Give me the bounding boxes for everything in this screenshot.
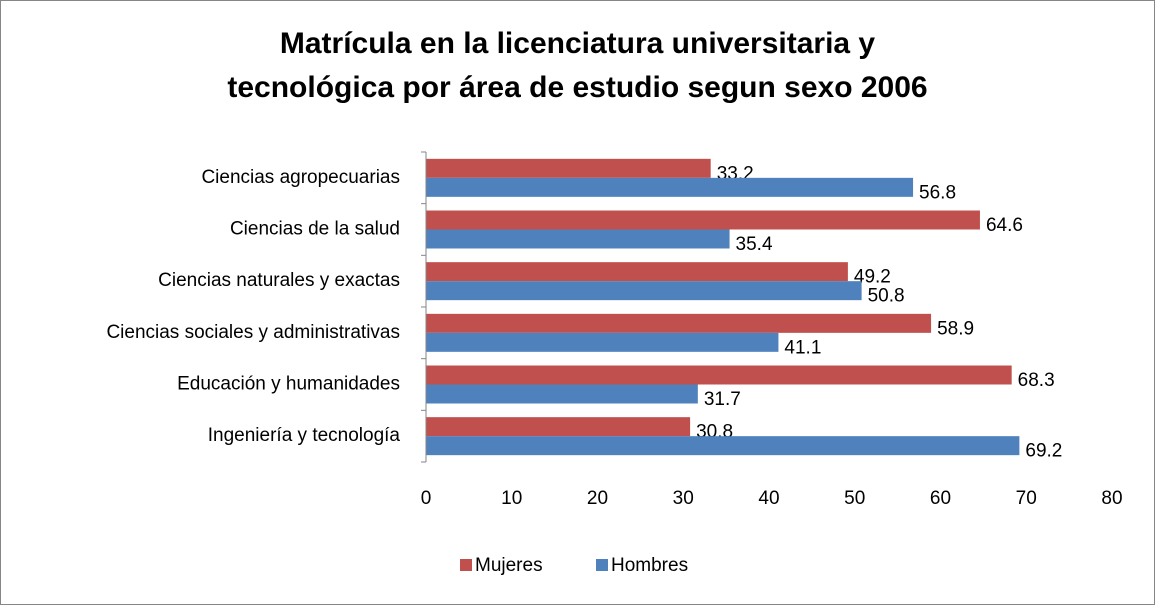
legend-label: Hombres: [611, 555, 688, 576]
value-label: 50.8: [868, 286, 905, 307]
bar: [426, 417, 691, 437]
value-label: 41.1: [784, 337, 821, 358]
bar: [426, 281, 862, 301]
x-tick-label: 60: [930, 488, 951, 509]
bar: [426, 262, 848, 282]
x-tick-label: 20: [587, 488, 608, 509]
value-label: 69.2: [1025, 441, 1062, 462]
bar: [426, 313, 932, 333]
chart-title: Matrícula en la licenciatura universitar…: [227, 27, 928, 104]
value-label: 56.8: [919, 182, 956, 203]
bar: [426, 332, 779, 352]
value-label: 58.9: [937, 318, 974, 339]
y-tick-label: Ciencias agropecuarias: [201, 167, 400, 188]
bar: [426, 158, 711, 178]
value-label: 49.2: [854, 267, 891, 288]
value-label: 35.4: [736, 234, 773, 255]
legend-label: Mujeres: [475, 555, 543, 576]
x-tick-label: 10: [501, 488, 522, 509]
x-tick-label: 50: [844, 488, 865, 509]
bar: [426, 177, 914, 197]
value-label: 64.6: [986, 215, 1023, 236]
x-tick-label: 40: [758, 488, 779, 509]
y-tick-label: Ciencias sociales y administrativas: [106, 322, 400, 343]
value-label: 31.7: [704, 389, 741, 410]
bar: [426, 384, 698, 404]
bar: [426, 229, 730, 249]
x-tick-label: 0: [421, 488, 432, 509]
bar: [426, 436, 1020, 456]
y-tick-label: Ciencias naturales y exactas: [158, 270, 400, 291]
legend-swatch: [460, 559, 472, 571]
y-tick-label: Ingeniería y tecnología: [208, 425, 401, 446]
value-label: 68.3: [1018, 370, 1055, 391]
x-tick-label: 30: [673, 488, 694, 509]
y-tick-label: Educación y humanidades: [177, 374, 400, 395]
title-box: Matrícula en la licenciatura universitar…: [0, 22, 1155, 110]
x-tick-label: 80: [1101, 488, 1122, 509]
bar: [426, 365, 1012, 385]
x-tick-label: 70: [1016, 488, 1037, 509]
y-tick-label: Ciencias de la salud: [230, 219, 400, 240]
legend-swatch: [596, 559, 608, 571]
bar: [426, 210, 980, 230]
